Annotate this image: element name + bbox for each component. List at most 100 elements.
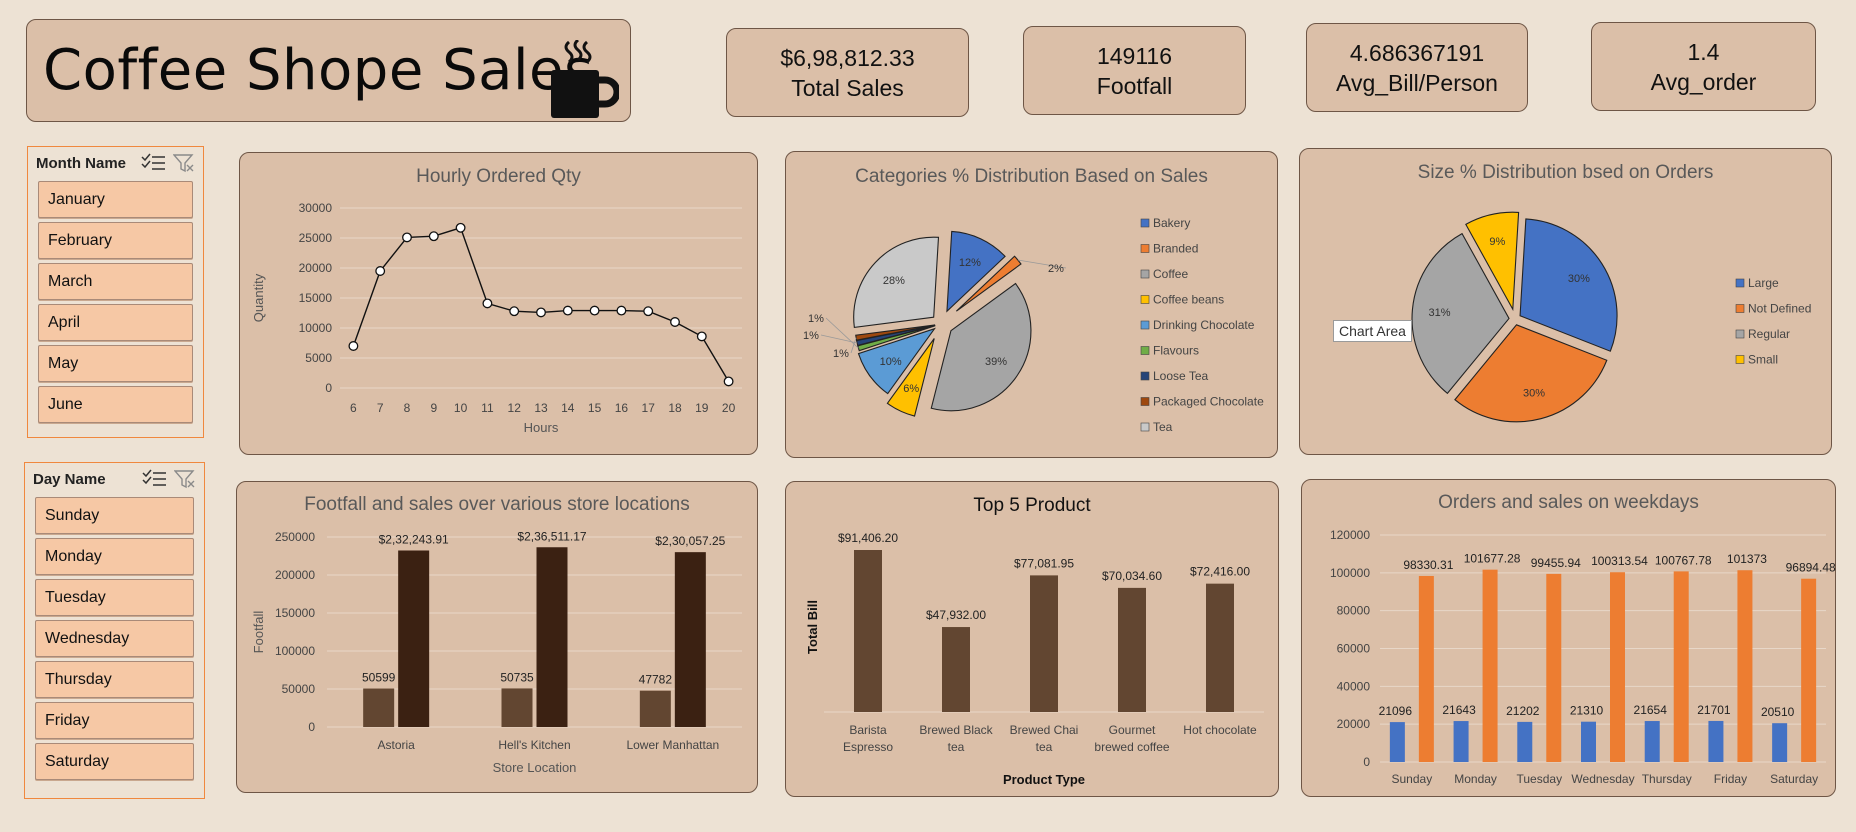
data-label: 21310 [1570,704,1604,718]
clear-filter-icon[interactable] [173,153,195,173]
month-slicer-item[interactable]: March [38,263,193,300]
data-label: $91,406.20 [838,531,898,545]
bar [1030,575,1058,712]
month-slicer-item[interactable]: January [38,181,193,218]
legend-label: Tea [1153,420,1173,434]
chart-area-tooltip: Chart Area [1333,320,1412,342]
hourly-chart-panel[interactable]: Hourly Ordered Qty 30000 25000 20000 15000 1… [239,152,758,455]
y-tick-label: 100000 [275,644,315,658]
x-tick-label: Wednesday [1571,772,1634,786]
month-slicer-item[interactable]: February [38,222,193,259]
y-tick-label: 15000 [299,291,333,305]
legend-swatch [1735,278,1745,288]
bar [1708,720,1724,762]
month-slicer-item[interactable]: May [38,345,193,382]
slice-label: 2% [1048,263,1064,275]
locations-chart-panel[interactable]: Footfall and sales over various store lo… [236,481,758,793]
x-tick-label: Espresso [843,740,893,754]
day-slicer: Day Name Sunday Monday Tuesday Wednesday… [24,462,205,799]
chart-title: Hourly Ordered Qty [416,166,581,187]
x-tick-label: 7 [377,401,384,415]
legend-label: Bakery [1153,216,1190,230]
data-label: 99455.94 [1531,556,1581,570]
data-point [723,376,734,387]
month-slicer-item[interactable]: April [38,304,193,341]
y-tick-label: 40000 [1337,679,1371,693]
x-tick-label: Barista [849,723,887,737]
x-tick-label: 11 [481,401,494,415]
x-tick-label: Friday [1714,772,1747,786]
x-tick-label: 6 [350,401,357,415]
legend-label: Regular [1748,327,1790,341]
legend-label: Drinking Chocolate [1153,318,1255,332]
kpi-avg-bill-value: 4.686367191 [1349,39,1485,66]
y-tick-label: 0 [325,381,332,395]
legend-label: Packaged Chocolate [1153,395,1264,409]
bar [1206,583,1234,712]
bar [1801,578,1817,762]
sizes-chart-panel[interactable]: Size % Distribution bsed on Orders 30% 30… [1299,148,1832,455]
chart-title: Top 5 Product [973,495,1091,516]
kpi-total-sales-value: $6,98,812.33 [780,44,915,71]
x-tick-label: 18 [668,401,682,415]
slice-label: 39% [985,356,1007,368]
x-tick-label: Gourmet [1109,723,1156,737]
data-label: $47,932.00 [926,608,986,622]
x-tick-label: 16 [615,401,629,415]
x-tick-label: tea [1036,740,1053,754]
day-slicer-item[interactable]: Thursday [35,661,194,698]
bar [363,688,395,727]
data-label: 101677.28 [1464,552,1521,566]
y-tick-label: 20000 [1337,717,1371,731]
x-tick-label: Thursday [1642,772,1692,786]
y-tick-label: 30000 [299,201,333,215]
data-point [455,222,466,233]
day-slicer-item[interactable]: Sunday [35,497,194,534]
y-axis-title: Quantity [251,273,266,322]
categories-chart-panel[interactable]: Categories % Distribution Based on Sales… [785,151,1278,458]
legend-label: Large [1748,276,1779,290]
legend-swatch [1140,320,1150,330]
slice-label: 10% [880,356,902,368]
day-slicer-item[interactable]: Tuesday [35,579,194,616]
kpi-avg-bill: 4.686367191 Avg_Bill/Person [1306,23,1528,112]
day-slicer-header: Day Name [33,467,196,491]
legend-swatch [1735,355,1745,364]
bar [1546,573,1562,762]
x-axis-title: Hours [524,420,559,435]
bar [854,550,882,712]
y-tick-label: 20000 [299,261,333,275]
month-slicer-item[interactable]: June [38,386,193,423]
x-tick-label: Hot chocolate [1183,723,1257,737]
day-slicer-item[interactable]: Saturday [35,743,194,780]
data-label: $77,081.95 [1014,556,1074,570]
x-tick-label: 14 [561,401,575,415]
kpi-total-sales: $6,98,812.33 Total Sales [726,28,969,117]
top5-bar-chart: $91,406.20 Barista Espresso $47,932.00 Brewe… [805,531,1264,787]
day-slicer-item[interactable]: Friday [35,702,194,739]
day-slicer-item[interactable]: Monday [35,538,194,575]
multi-select-icon[interactable] [141,153,167,173]
month-slicer-title: Month Name [36,154,126,172]
clear-filter-icon[interactable] [174,469,196,489]
top5-chart-panel[interactable]: Top 5 Product $91,406.20 Barista Espresso $… [785,481,1279,797]
chart-title: Footfall and sales over various store lo… [304,494,690,515]
pie-slice [955,255,1022,312]
legend-swatch [1140,269,1150,279]
data-label: 98330.31 [1403,558,1453,572]
day-slicer-item[interactable]: Wednesday [35,620,194,657]
data-label: $2,32,243.91 [379,532,449,546]
pie-slice [886,338,935,417]
bar [536,547,568,727]
multi-select-icon[interactable] [142,469,168,489]
weekdays-chart-panel[interactable]: Orders and sales on weekdays 120000 10000… [1301,479,1836,797]
sizes-pie-chart: 30% 30% 31% 9% Large Not Defined Regular Small [1411,211,1811,423]
slice-label: 1% [833,348,849,360]
bar [1772,723,1788,762]
slice-label: 1% [803,330,819,342]
data-point [589,305,600,316]
x-tick-label: Astoria [377,738,415,752]
data-label: 100313.54 [1591,554,1648,568]
kpi-avg-order-value: 1.4 [1687,38,1720,65]
bar [398,550,430,727]
